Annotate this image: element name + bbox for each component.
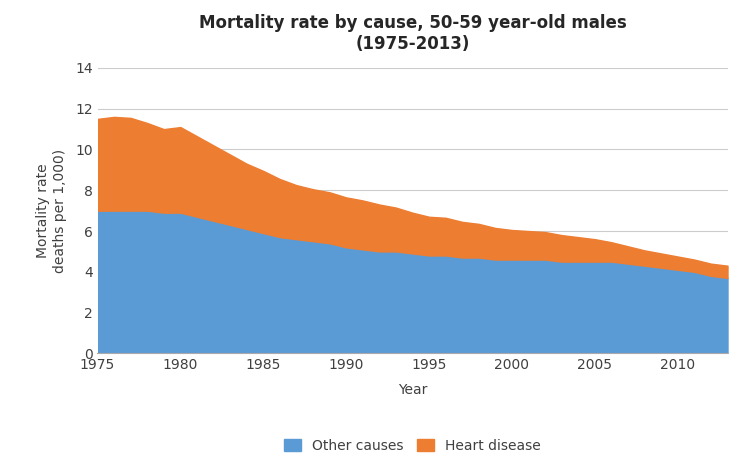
Title: Mortality rate by cause, 50-59 year-old males
(1975-2013): Mortality rate by cause, 50-59 year-old … xyxy=(199,14,626,53)
X-axis label: Year: Year xyxy=(398,383,427,397)
Legend: Other causes, Heart disease: Other causes, Heart disease xyxy=(278,432,548,453)
Y-axis label: Mortality rate
deaths per 1,000): Mortality rate deaths per 1,000) xyxy=(37,149,67,273)
